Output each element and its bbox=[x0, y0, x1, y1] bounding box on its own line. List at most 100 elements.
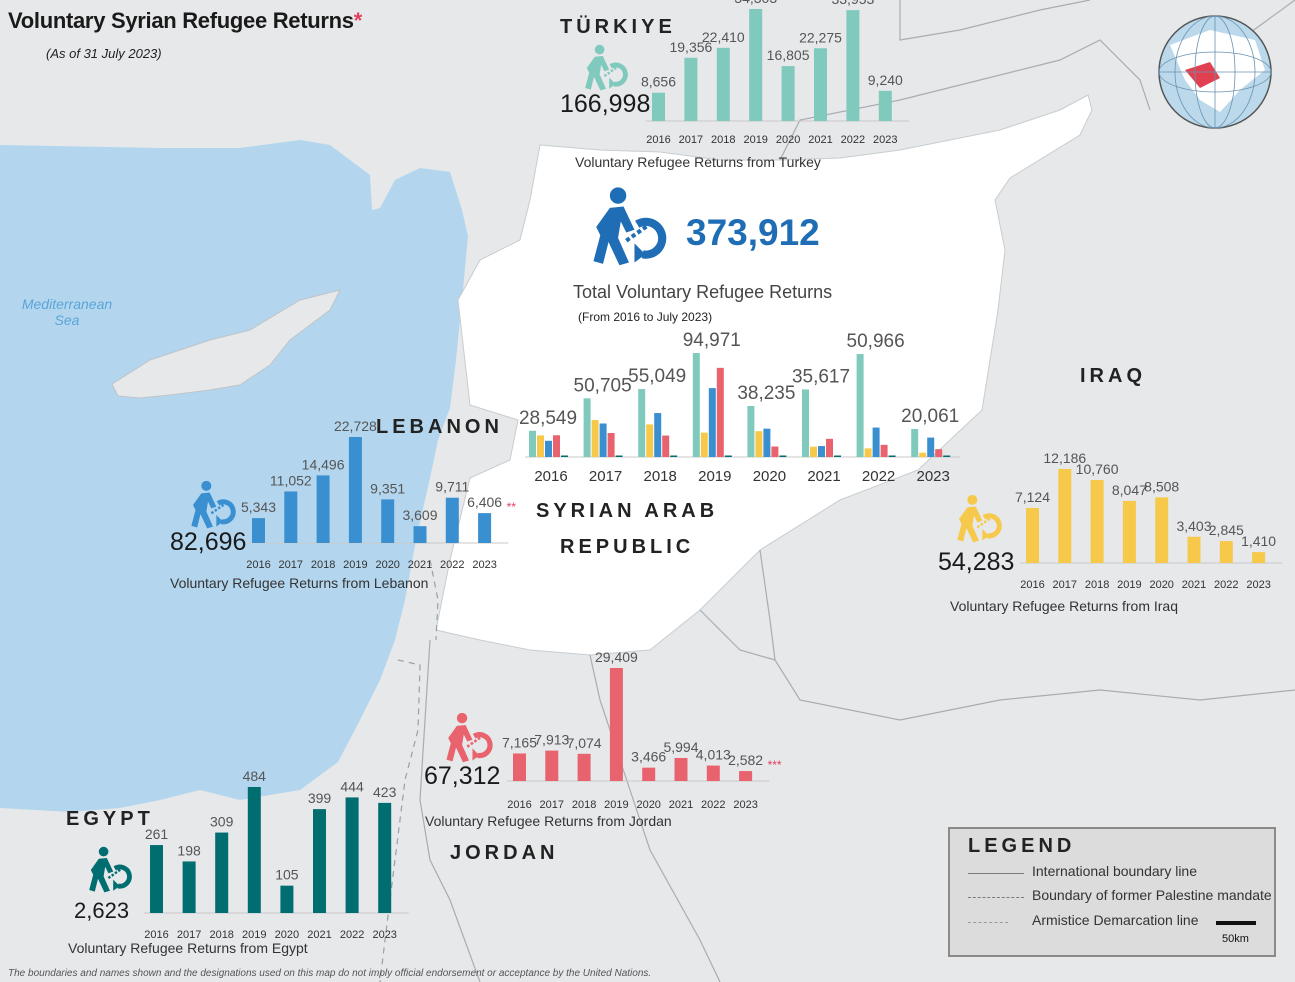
country-total-value: 82,696 bbox=[170, 528, 246, 556]
bar-total-2021-s1 bbox=[810, 446, 817, 457]
year-tick-label: 2018 bbox=[311, 559, 335, 571]
bar-value-label: 6,406 bbox=[467, 494, 502, 510]
bar-turkey-2023 bbox=[878, 90, 892, 121]
bar-value-label: 261 bbox=[145, 826, 169, 842]
year-total-label: 55,049 bbox=[628, 366, 686, 387]
sea-label: Mediterranean Sea bbox=[21, 296, 113, 328]
year-tick-label: 2016 bbox=[534, 468, 567, 485]
bar-total-2021-s0 bbox=[802, 389, 809, 457]
scale-label: 50km bbox=[1222, 933, 1249, 945]
bar-iraq-2020 bbox=[1155, 497, 1169, 563]
bar-total-2017-s2 bbox=[599, 423, 607, 457]
map-legend: LEGEND International boundary line Bound… bbox=[948, 827, 1276, 957]
year-tick-label: 2021 bbox=[669, 799, 693, 811]
bar-total-2016-s0 bbox=[529, 430, 536, 457]
bar-iraq-2019 bbox=[1122, 500, 1136, 563]
bar-total-2017-s0 bbox=[583, 398, 591, 457]
bar-jordan-2021 bbox=[674, 757, 688, 781]
bar-total-2017-s3 bbox=[607, 433, 615, 457]
year-tick-label: 2022 bbox=[440, 559, 464, 571]
year-tick-label: 2017 bbox=[279, 559, 303, 571]
year-tick-label: 2019 bbox=[242, 929, 266, 941]
bar-turkey-2022 bbox=[846, 10, 860, 121]
year-tick-label: 2022 bbox=[340, 929, 364, 941]
bar-total-2021-s4 bbox=[834, 455, 841, 457]
footnote-mark: *** bbox=[768, 758, 782, 772]
bar-lebanon-2017 bbox=[284, 491, 298, 543]
walking-person-return-icon bbox=[957, 495, 999, 542]
bar-total-2018-s2 bbox=[654, 413, 662, 457]
bar-value-label: 9,711 bbox=[435, 479, 469, 495]
page-title: Voluntary Syrian Refugee Returns* bbox=[8, 8, 363, 33]
bar-value-label: 12,186 bbox=[1043, 450, 1086, 466]
legend-title: LEGEND bbox=[968, 835, 1076, 857]
year-tick-label: 2016 bbox=[507, 799, 531, 811]
jordan-bar-chart: 7,165 2016 7,913 2017 7,074 2018 29,409 2019 3,4… bbox=[424, 649, 782, 829]
bar-value-label: 9,240 bbox=[868, 72, 903, 88]
legend-item: International boundary line bbox=[1032, 863, 1198, 879]
year-tick-label: 2023 bbox=[917, 468, 950, 485]
country-label-turkiye: TÜRKIYE bbox=[560, 16, 676, 38]
year-tick-label: 2018 bbox=[711, 134, 735, 146]
year-tick-label: 2023 bbox=[873, 134, 897, 146]
bar-jordan-2023 bbox=[739, 771, 753, 781]
bar-value-label: 1,410 bbox=[1241, 533, 1276, 549]
bar-value-label: 8,508 bbox=[1144, 478, 1179, 494]
bar-total-2020-s4 bbox=[779, 455, 787, 457]
total-returns-value: 373,912 bbox=[686, 212, 820, 253]
bar-jordan-2020 bbox=[642, 767, 656, 781]
year-tick-label: 2021 bbox=[307, 929, 331, 941]
bar-lebanon-2023 bbox=[478, 513, 492, 543]
country-label-iraq: IRAQ bbox=[1080, 365, 1146, 387]
mediterranean-sea bbox=[0, 140, 468, 812]
bar-total-2018-s3 bbox=[662, 435, 670, 457]
bar-value-label: 198 bbox=[177, 842, 201, 858]
legend-line-armistice bbox=[968, 922, 1008, 923]
chart-title: Voluntary Refugee Returns from Jordan bbox=[425, 813, 672, 829]
year-tick-label: 2021 bbox=[808, 134, 832, 146]
egypt-bar-chart: 261 2016 198 2017 309 2018 484 2019 105 2020 399 20… bbox=[68, 768, 409, 956]
legend-item: Boundary of former Palestine mandate bbox=[1032, 887, 1272, 903]
disclaimer-text: The boundaries and names shown and the d… bbox=[8, 968, 652, 979]
bar-value-label: 8,047 bbox=[1112, 482, 1147, 498]
bar-lebanon-2019 bbox=[348, 437, 362, 543]
lebanon-bar-chart: 5,343 2016 11,052 2017 14,496 2018 22,728 2019 9… bbox=[170, 418, 516, 591]
bar-iraq-2017 bbox=[1058, 469, 1072, 563]
bar-value-label: 2,845 bbox=[1209, 522, 1244, 538]
bar-jordan-2018 bbox=[577, 753, 591, 781]
legend-line-palestine bbox=[968, 897, 1024, 898]
year-tick-label: 2023 bbox=[1246, 579, 1270, 591]
year-tick-label: 2021 bbox=[1182, 579, 1206, 591]
bar-total-2016-s2 bbox=[545, 440, 552, 457]
page-subtitle: (As of 31 July 2023) bbox=[46, 46, 162, 61]
year-tick-label: 2020 bbox=[636, 799, 660, 811]
bar-total-2017-s4 bbox=[615, 455, 623, 457]
year-tick-label: 2020 bbox=[776, 134, 800, 146]
bar-total-2023-s2 bbox=[927, 437, 935, 457]
bar-value-label: 4,013 bbox=[696, 747, 731, 763]
bar-value-label: 7,913 bbox=[534, 732, 569, 748]
year-tick-label: 2018 bbox=[209, 929, 233, 941]
year-tick-label: 2017 bbox=[1053, 579, 1077, 591]
bar-turkey-2016 bbox=[652, 92, 665, 121]
bar-value-label: 7,074 bbox=[567, 735, 602, 751]
bar-value-label: 3,403 bbox=[1176, 518, 1211, 534]
country-total-value: 67,312 bbox=[424, 762, 500, 790]
bar-total-2019-s3 bbox=[716, 367, 724, 457]
chart-title: Voluntary Refugee Returns from Egypt bbox=[68, 940, 308, 956]
bar-total-2021-s3 bbox=[826, 438, 833, 457]
year-total-label: 38,235 bbox=[737, 383, 795, 404]
country-total-value: 166,998 bbox=[560, 90, 650, 118]
bar-lebanon-2020 bbox=[381, 499, 395, 543]
country-label-syria-2: REPUBLIC bbox=[560, 536, 695, 558]
year-tick-label: 2022 bbox=[862, 468, 895, 485]
year-total-label: 20,061 bbox=[901, 406, 959, 427]
year-tick-label: 2020 bbox=[375, 559, 399, 571]
bar-value-label: 3,609 bbox=[402, 507, 437, 523]
walking-person-return-icon bbox=[89, 847, 129, 893]
year-tick-label: 2017 bbox=[177, 929, 201, 941]
year-tick-label: 2019 bbox=[343, 559, 367, 571]
year-tick-label: 2017 bbox=[540, 799, 564, 811]
bar-jordan-2017 bbox=[545, 750, 559, 781]
year-tick-label: 2019 bbox=[743, 134, 767, 146]
